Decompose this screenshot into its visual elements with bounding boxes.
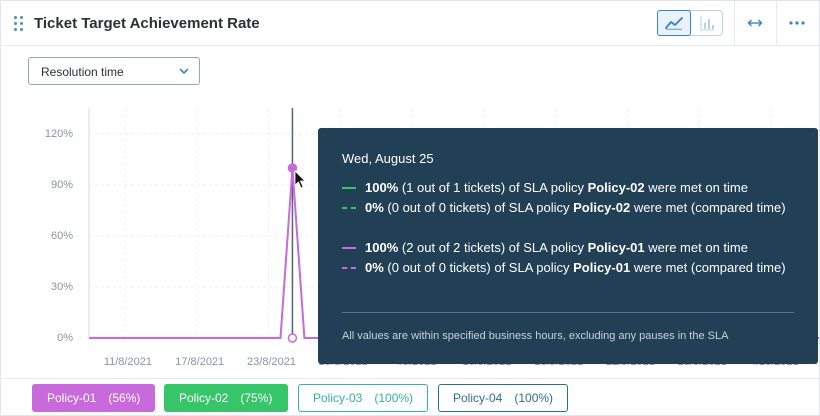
tooltip-policy: Policy-01 (587, 240, 645, 255)
tooltip-suffix: were met (compared time) (630, 200, 786, 215)
tooltip-detail: (0 out of 0 tickets) of SLA policy (383, 200, 574, 215)
legend-item-policy-01[interactable]: Policy-01 (56%) (32, 384, 155, 412)
tooltip-percent: 0% (365, 200, 384, 215)
legend-item-policy-02[interactable]: Policy-02 (75%) (164, 384, 288, 412)
expand-horizontal-button[interactable] (745, 13, 765, 33)
legend-item-label: Policy-02 (179, 391, 229, 405)
solid-line-swatch-icon (342, 187, 356, 189)
tooltip-policy: Policy-01 (573, 260, 631, 275)
y-tick-label: 90% (50, 179, 73, 191)
tooltip-percent: 100% (365, 240, 399, 255)
tooltip-suffix: were met on time (644, 240, 748, 255)
data-point (287, 333, 298, 343)
x-tick-label: 23/8/2021 (247, 356, 296, 368)
tooltip-row: 100% (1 out of 1 tickets) of SLA policy … (342, 178, 792, 198)
legend-item-percent: (100%) (374, 391, 414, 405)
data-point (287, 163, 298, 173)
legend-item-percent: (75%) (240, 391, 273, 405)
y-tick-label: 0% (57, 332, 73, 344)
x-tick-label: 11/8/2021 (103, 356, 152, 368)
legend: Policy-01 (56%) Policy-02 (75%) Policy-03 (10… (1, 378, 819, 416)
legend-item-label: Policy-03 (313, 391, 363, 405)
bar-chart-button[interactable] (691, 11, 723, 35)
legend-item-percent: (100%) (514, 391, 554, 405)
tooltip-row-text: 0% (0 out of 0 tickets) of SLA policy Po… (365, 198, 792, 218)
y-tick-label: 60% (50, 230, 73, 242)
chart-type-toggle (657, 10, 723, 36)
tooltip-row-text: 100% (1 out of 1 tickets) of SLA policy … (365, 178, 792, 198)
legend-item-percent: (56%) (108, 391, 141, 405)
tooltip-policy: Policy-02 (587, 180, 645, 195)
widget-header: Ticket Target Achievement Rate (1, 1, 819, 46)
tooltip-row-text: 0% (0 out of 0 tickets) of SLA policy Po… (365, 258, 792, 278)
more-options-icon (789, 21, 805, 25)
line-chart-icon (665, 17, 683, 30)
tooltip-detail: (1 out of 1 tickets) of SLA policy (398, 180, 588, 195)
widget-title: Ticket Target Achievement Rate (34, 15, 260, 32)
tooltip-row: 0% (0 out of 0 tickets) of SLA policy Po… (342, 258, 792, 278)
tooltip-suffix: were met on time (644, 180, 748, 195)
tooltip-detail: (2 out of 2 tickets) of SLA policy (398, 240, 588, 255)
mouse-cursor-icon (294, 170, 306, 189)
chevron-down-icon (179, 68, 189, 75)
dashed-line-swatch-icon (342, 267, 356, 269)
expand-horizontal-icon (747, 19, 763, 27)
legend-item-label: Policy-01 (47, 391, 97, 405)
line-chart-button[interactable] (657, 10, 691, 36)
header-divider (776, 1, 777, 45)
header-divider (734, 1, 735, 45)
legend-item-policy-04[interactable]: Policy-04 (100%) (438, 384, 568, 412)
y-tick-label: 30% (50, 281, 73, 293)
tooltip-date: Wed, August 25 (342, 151, 434, 166)
solid-line-swatch-icon (342, 247, 356, 249)
dashed-line-swatch-icon (342, 207, 356, 209)
tooltip-percent: 0% (365, 260, 384, 275)
tooltip-row: 100% (2 out of 2 tickets) of SLA policy … (342, 238, 792, 258)
drag-handle-icon[interactable] (14, 16, 24, 32)
legend-item-policy-03[interactable]: Policy-03 (100%) (298, 384, 428, 412)
tooltip-footnote: All values are within specified business… (342, 330, 729, 342)
metric-select-value: Resolution time (41, 65, 124, 79)
chart-tooltip: Wed, August 25 100% (1 out of 1 tickets)… (318, 128, 818, 364)
bar-chart-icon (700, 16, 714, 31)
metric-select[interactable]: Resolution time (28, 57, 200, 85)
tooltip-suffix: were met (compared time) (630, 260, 786, 275)
x-tick-label: 17/8/2021 (175, 356, 225, 368)
more-options-button[interactable] (787, 13, 807, 33)
legend-item-label: Policy-04 (453, 391, 503, 405)
y-tick-label: 120% (44, 128, 73, 140)
tooltip-detail: (0 out of 0 tickets) of SLA policy (383, 260, 574, 275)
tooltip-divider (342, 312, 794, 313)
tooltip-policy: Policy-02 (573, 200, 631, 215)
tooltip-percent: 100% (365, 180, 399, 195)
tooltip-row: 0% (0 out of 0 tickets) of SLA policy Po… (342, 198, 792, 218)
tooltip-row-text: 100% (2 out of 2 tickets) of SLA policy … (365, 238, 792, 258)
